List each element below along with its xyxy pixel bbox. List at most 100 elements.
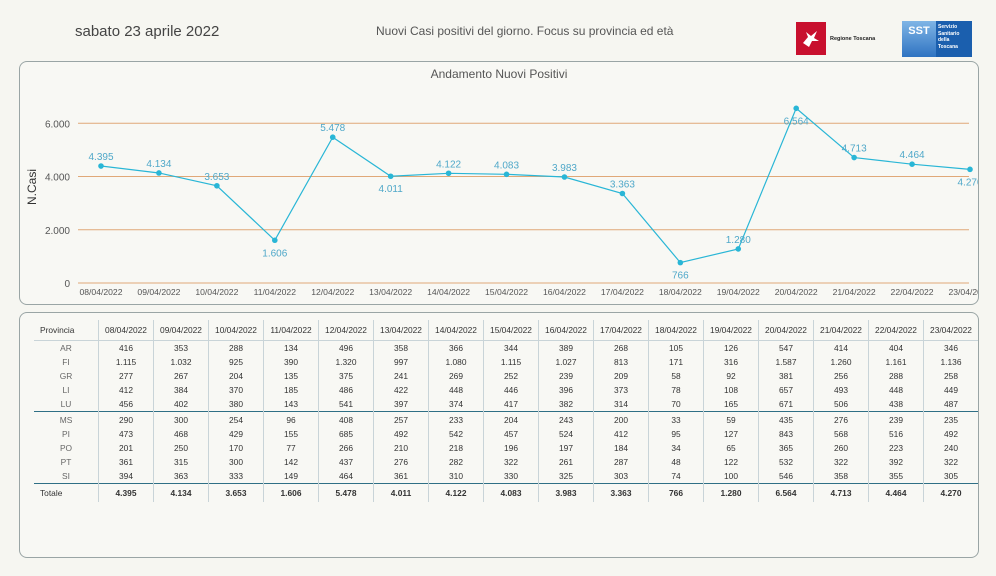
table-cell: 135: [263, 369, 319, 384]
report-date: sabato 23 aprile 2022: [75, 23, 220, 40]
x-tick-label: 18/04/2022: [659, 287, 702, 297]
table-cell: 287: [593, 454, 649, 469]
x-tick-label: 14/04/2022: [427, 287, 470, 297]
table-cell: 370: [208, 383, 264, 398]
trend-chart: Andamento Nuovi Positivi N.Casi 0 2.000 4.00…: [25, 67, 978, 297]
table-cell: 366: [428, 340, 484, 356]
column-header: 14/04/2022: [428, 320, 484, 341]
table-cell: 997: [373, 355, 429, 370]
table-cell: 3.363: [593, 482, 649, 502]
table-cell: 218: [428, 440, 484, 455]
table-row: PT 361 315 300 142 437 276 282 322 261 287 48 122 532…: [34, 454, 978, 469]
table-cell: 925: [208, 355, 264, 370]
table-cell: 381: [758, 369, 814, 384]
province-name: AR: [60, 343, 72, 354]
table-cell: 322: [923, 454, 978, 469]
table-cell: 142: [263, 454, 319, 469]
table-cell: 33: [648, 411, 704, 427]
province-name: LU: [60, 399, 72, 410]
table-cell: 448: [868, 383, 924, 398]
table-cell: 240: [923, 440, 978, 455]
table-cell: 267: [153, 369, 209, 384]
table-row: AR 416 353 288 134 496 358 366 344 389 268 105 126 54…: [34, 340, 978, 356]
x-tick-label: 22/04/2022: [891, 287, 934, 297]
table-cell: 412: [593, 426, 649, 441]
table-cell: 315: [153, 454, 209, 469]
table-cell: 361: [373, 468, 429, 484]
table-cell: 96: [263, 411, 319, 427]
table-cell: 685: [318, 426, 374, 441]
table-cell: 358: [373, 340, 429, 356]
data-point: [156, 170, 162, 176]
table-cell: 532: [758, 454, 814, 469]
table-cell: 322: [813, 454, 869, 469]
table-cell: 1.115: [98, 355, 154, 370]
table-cell: 1.280: [703, 482, 759, 502]
data-label: 5.478: [320, 123, 345, 134]
data-label: 4.083: [494, 160, 519, 171]
table-cell: 48: [648, 454, 704, 469]
table-cell: 4.083: [483, 482, 539, 502]
data-label: 1.606: [262, 248, 287, 259]
table-cell: 310: [428, 468, 484, 484]
x-tick-label: 11/04/2022: [254, 287, 297, 297]
table-cell: 4.270: [923, 482, 978, 502]
table-cell: 547: [758, 340, 814, 356]
table-cell: 843: [758, 426, 814, 441]
table-cell: 260: [813, 440, 869, 455]
column-header: 20/04/2022: [758, 320, 814, 341]
data-point: [214, 182, 220, 189]
column-header: 23/04/2022: [923, 320, 978, 341]
table-cell: 449: [923, 383, 978, 398]
table-cell: 412: [98, 383, 154, 398]
table-cell: 1.115: [483, 355, 539, 370]
table-cell: 456: [98, 397, 154, 412]
table-cell: 100: [703, 468, 759, 484]
table-cell: 813: [593, 355, 649, 370]
province-name: SI: [62, 470, 70, 481]
table-cell: 78: [648, 383, 704, 398]
table-cell: 241: [373, 369, 429, 384]
data-point: [909, 161, 915, 167]
table-cell: 408: [318, 411, 374, 427]
y-axis-label: N.Casi: [25, 169, 39, 205]
table-cell: 316: [703, 355, 759, 370]
x-tick-label: 13/04/2022: [369, 287, 412, 297]
data-point: [677, 259, 684, 266]
table-cell: 233: [428, 411, 484, 427]
table-row: FI 1.115 1.032 925 390 1.320 997 1.080 1.115 1.02…: [34, 355, 978, 370]
table-cell: 1.032: [153, 355, 209, 370]
table-header-row: Provincia 08/04/2022 09/04/2022 10/04/2022 1…: [34, 320, 978, 341]
table-cell: 4.713: [813, 482, 869, 502]
table-cell: 446: [483, 383, 539, 398]
table-cell: 276: [813, 411, 869, 427]
table-cell: 65: [703, 440, 759, 455]
table-cell: 92: [703, 369, 759, 384]
data-label: 4.011: [379, 184, 404, 195]
table-cell: 506: [813, 397, 869, 412]
data-point: [387, 173, 394, 180]
province-table-panel: Provincia 08/04/2022 09/04/2022 10/04/2022 1…: [19, 312, 979, 558]
table-row: LI 412 384 370 185 486 422 448 446 396 373 78 108 657…: [34, 383, 978, 398]
table-cell: 4.122: [428, 482, 484, 502]
table-cell: 300: [208, 454, 264, 469]
column-header: 16/04/2022: [538, 320, 594, 341]
table-cell: 235: [923, 411, 978, 427]
data-label: 4.134: [146, 159, 171, 170]
table-cell: 74: [648, 468, 704, 484]
column-header: 08/04/2022: [98, 320, 154, 341]
table-cell: 375: [318, 369, 374, 384]
y-tick-label: 6.000: [45, 119, 70, 130]
table-cell: 127: [703, 426, 759, 441]
province-name: Totale: [34, 482, 99, 502]
data-label: 4.464: [900, 150, 925, 161]
column-header: 10/04/2022: [208, 320, 264, 341]
province-name: GR: [59, 371, 73, 382]
x-tick-label: 10/04/2022: [195, 287, 238, 297]
x-tick-label: 09/04/2022: [137, 287, 180, 297]
table-cell: 435: [758, 411, 814, 427]
table-cell: 204: [208, 369, 264, 384]
table-row: LU 456 402 380 143 541 397 374 417 382 314 70 165 671…: [34, 397, 978, 412]
table-cell: 422: [373, 383, 429, 398]
column-header: 12/04/2022: [318, 320, 374, 341]
